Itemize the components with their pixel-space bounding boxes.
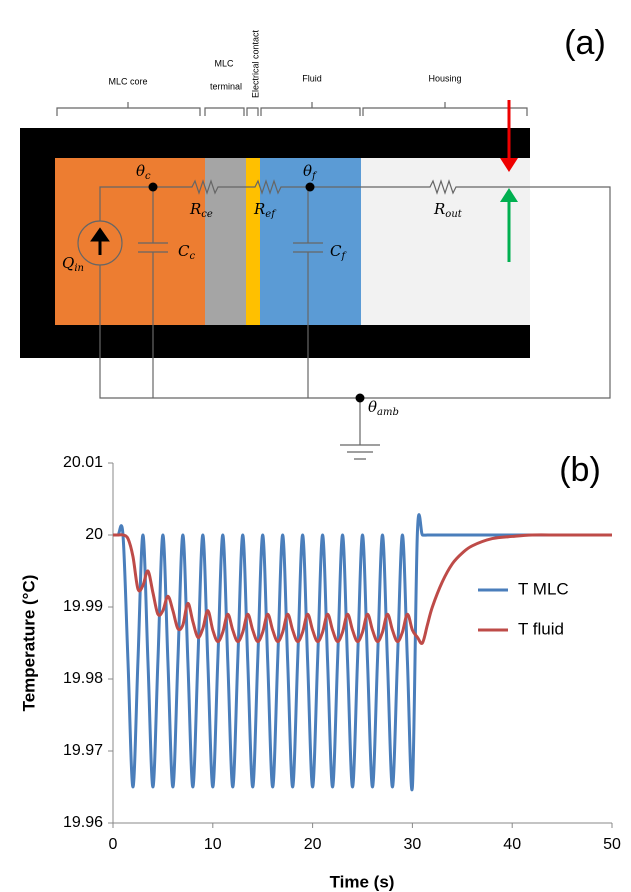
- node: [355, 393, 365, 403]
- y-tick-label: 19.98: [63, 670, 103, 687]
- symbol: Rce: [189, 200, 213, 220]
- series-line: [113, 533, 612, 645]
- y-tick-label: 19.97: [63, 742, 103, 759]
- symbol: Cc: [178, 242, 195, 262]
- diagram: (a) MLC core MLC terminal Electrical con…: [20, 24, 611, 460]
- region-label: Electrical contact: [250, 29, 260, 98]
- y-tick-label: 20: [85, 526, 103, 543]
- x-tick-label: 20: [304, 836, 322, 853]
- housing: [361, 158, 530, 325]
- electrical-contact: [246, 158, 260, 325]
- y-tick-label: 19.96: [63, 814, 103, 831]
- symbol: Cf: [330, 242, 347, 262]
- region-label: terminal: [210, 81, 242, 91]
- x-tick-label: 40: [503, 836, 521, 853]
- source-arrow: [90, 227, 110, 255]
- legend-label: T fluid: [518, 619, 564, 638]
- legend-label: T MLC: [518, 579, 569, 598]
- x-tick-label: 30: [404, 836, 422, 853]
- region-label: MLC: [214, 58, 234, 68]
- y-axis-label: Temperature (°C): [19, 575, 38, 712]
- symbol: Qin: [62, 254, 84, 274]
- symbol: θf: [303, 162, 318, 182]
- cool-arrow: [500, 188, 518, 202]
- y-tick-label: 19.99: [63, 598, 103, 615]
- symbol: θc: [136, 162, 151, 182]
- x-tick-label: 50: [603, 836, 621, 853]
- panel-label: (b): [559, 451, 601, 489]
- region-label: Fluid: [302, 73, 322, 83]
- series-line: [113, 513, 612, 792]
- symbol: Ref: [253, 200, 277, 220]
- symbol: θamb: [368, 398, 399, 418]
- x-tick-label: 10: [204, 836, 222, 853]
- heat-arrow: [500, 158, 518, 172]
- region-label: Housing: [428, 73, 461, 83]
- mlc-terminal: [205, 158, 246, 325]
- x-tick-label: 0: [109, 836, 118, 853]
- y-tick-label: 20.01: [63, 454, 103, 471]
- symbol: Rout: [433, 200, 463, 220]
- braces: [56, 102, 528, 116]
- node: [305, 182, 315, 192]
- x-axis-label: Time (s): [330, 872, 395, 891]
- legend: T MLC T fluid: [478, 579, 569, 638]
- node: [148, 182, 158, 192]
- panel-label: (a): [564, 24, 606, 62]
- mlc-core: [55, 158, 205, 325]
- region-label: MLC core: [108, 76, 147, 86]
- circuit: [77, 179, 611, 460]
